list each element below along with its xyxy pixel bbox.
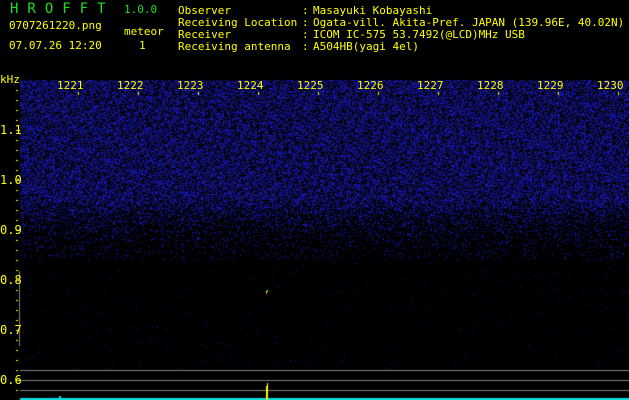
antenna-value: A504HB(yagi 4el) bbox=[313, 40, 419, 53]
x-tick-label: 1221 bbox=[57, 79, 84, 92]
y-tick-label: 0.6 bbox=[0, 373, 22, 387]
receiver-value: ICOM IC-575 53.7492(@LCD)MHz USB bbox=[313, 28, 525, 41]
meteor-count: 1 bbox=[139, 39, 146, 52]
location-label: Receiving Location bbox=[178, 16, 298, 29]
y-tick-label: 0.7 bbox=[0, 323, 22, 337]
x-tick-label: 1229 bbox=[537, 79, 564, 92]
location-value: Ogata-vill. Akita-Pref. JAPAN (139.96E, … bbox=[313, 16, 625, 29]
x-tick-label: 1224 bbox=[237, 79, 264, 92]
app-title: HROFFT bbox=[10, 1, 115, 17]
y-axis-unit: kHz bbox=[0, 73, 20, 86]
x-tick-label: 1227 bbox=[417, 79, 444, 92]
x-tick-label: 1222 bbox=[117, 79, 144, 92]
observer-label: Observer bbox=[178, 4, 231, 17]
meteor-label: meteor bbox=[124, 25, 164, 38]
y-tick-label: 1.1 bbox=[0, 123, 22, 137]
x-tick-label: 1230 bbox=[597, 79, 624, 92]
y-tick-label: 1.0 bbox=[0, 173, 22, 187]
y-tick-label: 0.8 bbox=[0, 273, 22, 287]
observer-value: Masayuki Kobayashi bbox=[313, 4, 433, 17]
receiver-label: Receiver bbox=[178, 28, 231, 41]
datetime: 07.07.26 12:20 bbox=[9, 39, 102, 52]
colon: : bbox=[302, 40, 309, 53]
x-tick-label: 1223 bbox=[177, 79, 204, 92]
y-tick-label: 0.9 bbox=[0, 223, 22, 237]
colon: : bbox=[302, 28, 309, 41]
x-tick-label: 1228 bbox=[477, 79, 504, 92]
file-name: 0707261220.png bbox=[9, 19, 102, 32]
antenna-label: Receiving antenna bbox=[178, 40, 291, 53]
colon: : bbox=[302, 4, 309, 17]
colon: : bbox=[302, 16, 309, 29]
x-tick-label: 1226 bbox=[357, 79, 384, 92]
x-tick-label: 1225 bbox=[297, 79, 324, 92]
app-version: 1.0.0 bbox=[124, 3, 158, 16]
